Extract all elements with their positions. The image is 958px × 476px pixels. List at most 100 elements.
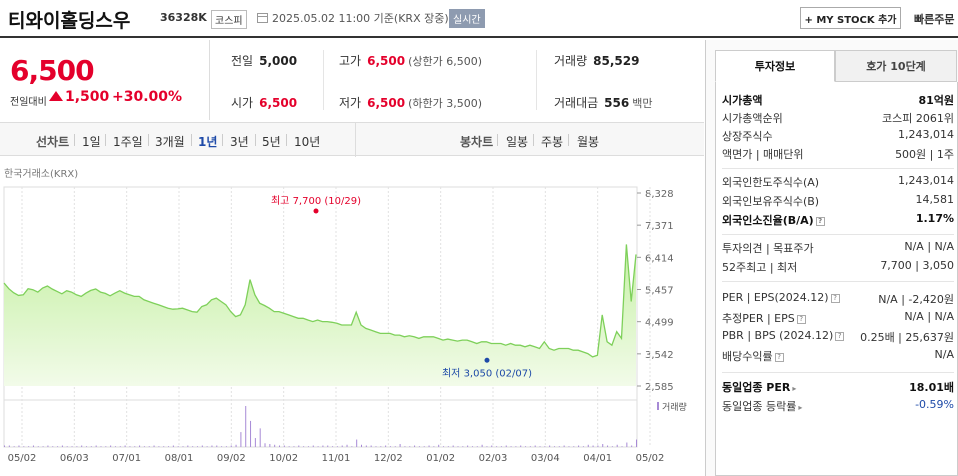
price-chart[interactable]: 8,328 7,371 6,414 5,457 4,499 3,542 2,585 05/02… — [0, 157, 704, 476]
period-1w[interactable]: 1주일 — [113, 135, 143, 149]
caret-right-icon: ▸ — [798, 403, 803, 412]
right-info-panel: 투자정보 호가 10단계 시가총액 81억원 시가총액순위 코스피 2061위 상장… — [705, 40, 958, 476]
volume-bar — [529, 446, 531, 447]
volume-bar — [235, 444, 237, 447]
invest-info-table: 시가총액 81억원 시가총액순위 코스피 2061위 상장주식수 1,243,014 … — [715, 82, 958, 476]
volume-bar — [293, 446, 295, 447]
x-tick-label: 07/01 — [112, 453, 141, 464]
row-label: 시가총액순위 — [722, 112, 783, 125]
stock-name: 티와이홀딩스우 — [8, 10, 131, 32]
divider — [191, 134, 192, 146]
stat-amount: 거래대금 556 백만 — [554, 94, 652, 111]
volume-bar — [134, 446, 136, 447]
volume-bar — [307, 446, 309, 447]
row-pbr-bps: PBR | BPS (2024.12)? 0.25배 | 25,637원 — [722, 329, 954, 345]
volume-bar — [42, 446, 44, 447]
calendar-icon — [257, 13, 268, 23]
volume-bar — [52, 446, 54, 447]
help-icon[interactable]: ? — [835, 332, 845, 341]
current-price: 6,500 — [10, 54, 95, 87]
volume-bar — [66, 446, 68, 447]
quick-order-link[interactable]: 빠른주문 — [914, 13, 955, 26]
volume-bar — [525, 446, 527, 447]
volume-bar — [582, 446, 584, 447]
volume-bar — [467, 445, 469, 447]
volume-bar — [549, 445, 551, 447]
stat-value: 6,500 — [367, 96, 406, 110]
volume-bar — [119, 446, 121, 447]
row-value: 7,700 | 3,050 — [880, 259, 954, 272]
volume-bar — [346, 444, 348, 447]
period-3m[interactable]: 3개월 — [155, 135, 185, 149]
timestamp: 2025.05.02 11:00 기준(KRX 장중) — [257, 10, 449, 26]
line-chart-label: 선차트 — [36, 135, 70, 149]
candle-daily[interactable]: 일봉 — [506, 135, 529, 149]
divider — [536, 50, 537, 110]
period-1y[interactable]: 1년 — [198, 135, 218, 149]
volume-bar — [414, 445, 416, 447]
row-label: 동일업종 등락률 — [722, 400, 797, 413]
row-label: 외국인한도주식수(A) — [722, 176, 820, 189]
candle-monthly[interactable]: 월봉 — [577, 135, 600, 149]
volume-bar — [481, 444, 483, 447]
row-label: PER | EPS(2024.12) — [722, 291, 829, 304]
volume-bar — [553, 446, 555, 447]
volume-bar — [129, 446, 131, 447]
candle-weekly[interactable]: 주봉 — [541, 135, 564, 149]
tab-invest-info[interactable]: 투자정보 — [715, 50, 835, 82]
volume-label: 거래량 — [662, 401, 687, 413]
volume-bar — [539, 446, 541, 447]
tab-quote-10[interactable]: 호가 10단계 — [835, 50, 957, 82]
volume-bar — [13, 446, 15, 447]
help-icon[interactable]: ? — [815, 217, 825, 226]
volume-bar — [269, 444, 271, 447]
y-tick-label: 2,585 — [645, 382, 674, 393]
volume-bar — [211, 445, 213, 447]
period-1d[interactable]: 1일 — [82, 135, 101, 149]
help-icon[interactable]: ? — [774, 353, 784, 362]
timestamp-text: 2025.05.02 11:00 기준(KRX 장중) — [272, 12, 449, 25]
y-tick-label: 3,542 — [645, 350, 674, 361]
volume-bar — [394, 446, 396, 447]
volume-bar — [457, 446, 459, 447]
volume-bar — [611, 446, 613, 447]
stat-high: 고가 6,500 (상한가 6,500) — [339, 52, 482, 69]
x-tick-label: 02/03 — [479, 453, 508, 464]
row-label: 외국인보유주식수(B) — [722, 195, 820, 208]
volume-bar — [18, 445, 20, 447]
volume-bar — [418, 446, 420, 447]
help-icon[interactable]: ? — [830, 294, 840, 303]
volume-bar — [568, 446, 570, 447]
volume-bar — [90, 446, 92, 447]
volume-bar — [385, 445, 387, 447]
stat-label: 저가 — [339, 96, 362, 110]
candle-chart-label: 봉차트 — [460, 135, 494, 149]
divider — [74, 134, 75, 146]
period-3y[interactable]: 3년 — [230, 135, 249, 149]
row-value: 0.25배 | 25,637원 — [860, 331, 954, 344]
volume-bar — [177, 446, 179, 447]
stat-prev-close: 전일 5,000 — [231, 52, 297, 69]
help-icon[interactable]: ? — [796, 315, 806, 324]
chart-period-bar: 선차트 1일 1주일 3개월 1년 3년 5년 10년 봉차트 일봉 주봉 월봉 — [0, 122, 704, 157]
stat-value: 6,500 — [259, 96, 298, 110]
volume-bar — [303, 446, 305, 447]
low-annotation: 최저 3,050 (02/07) — [442, 367, 532, 379]
add-my-stock-button[interactable]: + MY STOCK 추가 — [800, 7, 901, 29]
volume-bar — [230, 445, 232, 447]
period-5y[interactable]: 5년 — [262, 135, 281, 149]
stat-label: 거래량 — [554, 54, 588, 68]
volume-bar — [380, 446, 382, 447]
price-area — [4, 244, 636, 386]
volume-bar — [520, 445, 522, 447]
volume-bar — [423, 446, 425, 447]
row-label: 외국인소진율(B/A) — [722, 214, 814, 227]
row-value: N/A | N/A — [904, 240, 954, 253]
row-industry-per: 동일업종 PER ▸ 18.01배 — [722, 379, 954, 395]
volume-bar — [283, 445, 285, 447]
volume-bar — [356, 439, 358, 447]
row-label: 배당수익률 — [722, 350, 773, 363]
volume-bar — [158, 446, 160, 447]
period-10y[interactable]: 10년 — [294, 135, 321, 149]
x-tick-label: 05/02 — [636, 453, 665, 464]
